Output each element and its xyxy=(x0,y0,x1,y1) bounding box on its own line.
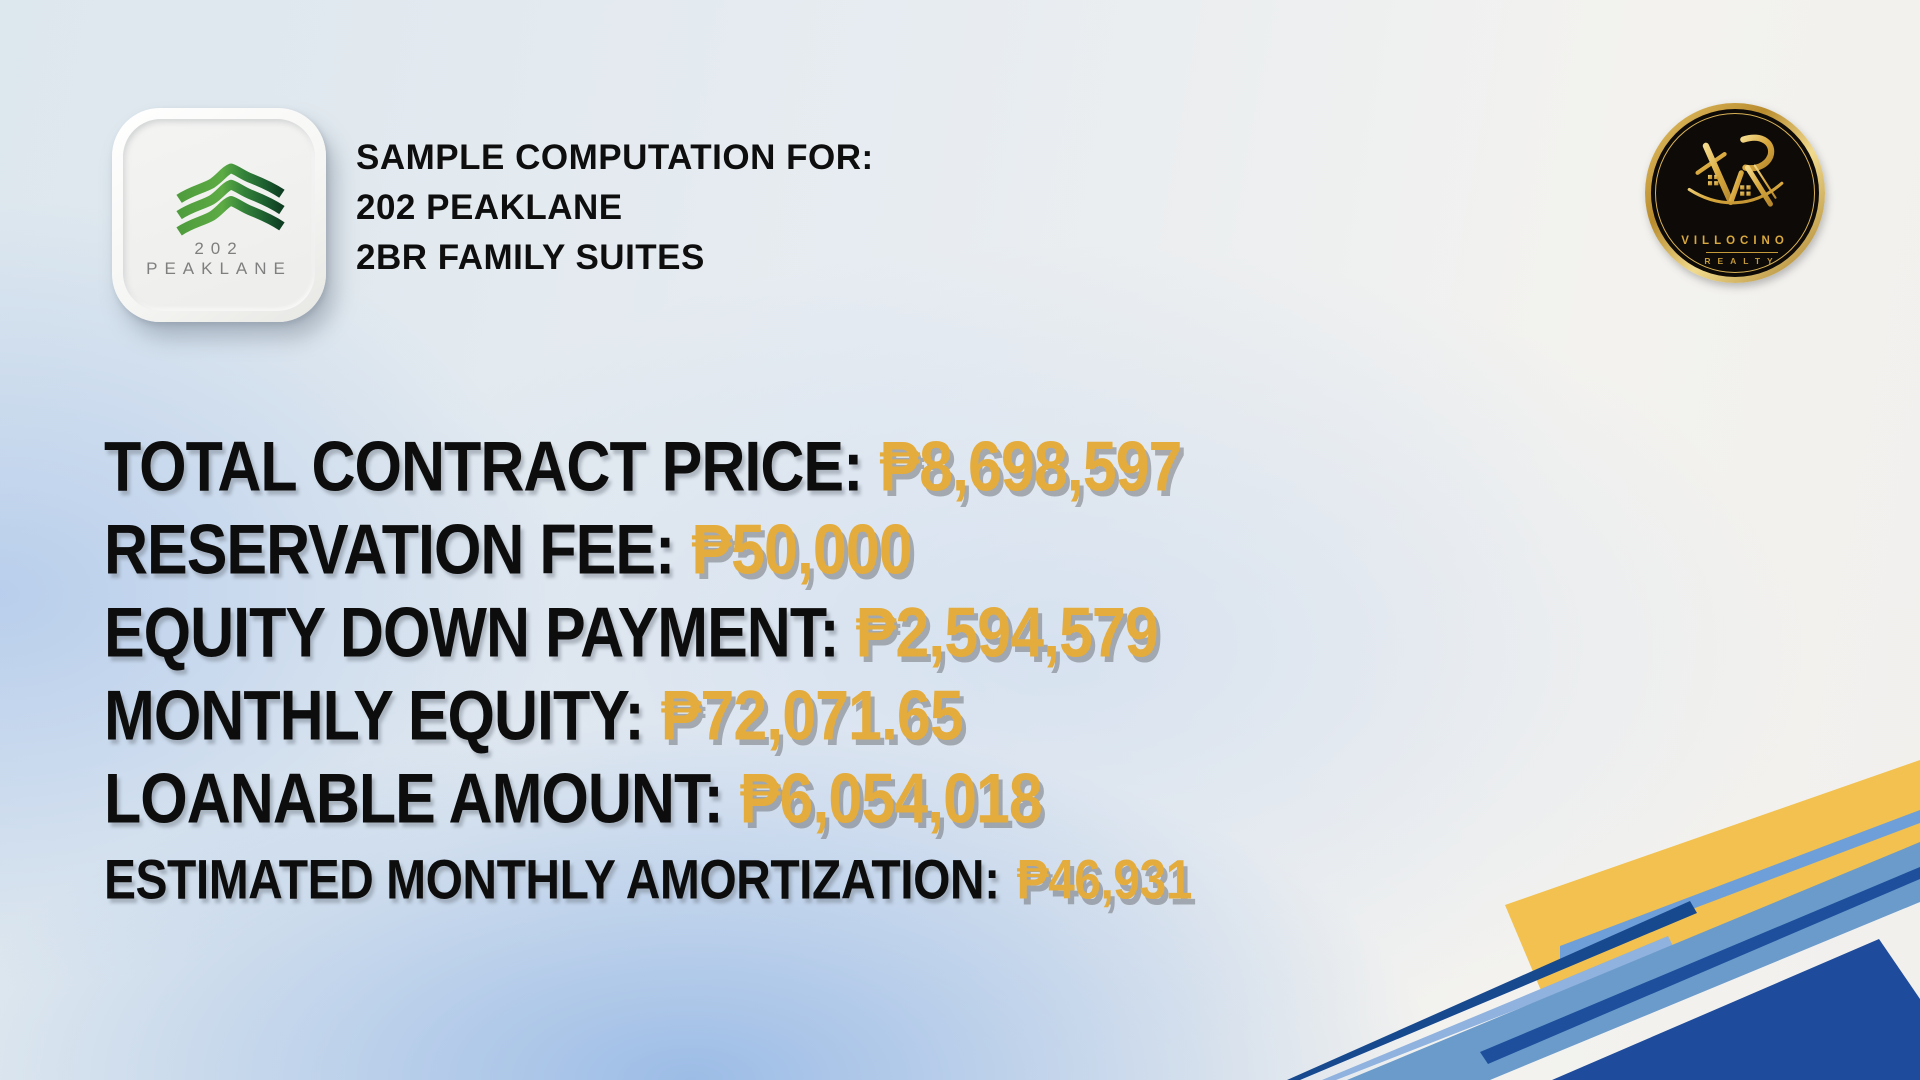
row-reservation-fee: RESERVATION FEE: ₱50,000 xyxy=(104,500,1604,596)
peaklane-logo-panel: 202 PEAKLANE xyxy=(123,119,315,311)
villocino-logo-disc: VILLOCINO REALTY xyxy=(1651,109,1819,277)
row-label: ESTIMATED MONTHLY AMORTIZATION: xyxy=(104,849,1000,912)
row-monthly-equity: MONTHLY EQUITY: ₱72,071.65 xyxy=(104,666,1604,762)
row-value: ₱46,931 xyxy=(1016,849,1193,912)
row-label: LOANABLE AMOUNT: xyxy=(104,758,724,837)
row-estimated-monthly-amortization: ESTIMATED MONTHLY AMORTIZATION: ₱46,931 xyxy=(104,832,1604,928)
steel-blue-band-shape xyxy=(1347,842,1920,1080)
row-total-contract-price: TOTAL CONTRACT PRICE: ₱8,698,597 xyxy=(104,417,1604,513)
villocino-inner-ring xyxy=(1655,113,1815,273)
row-label: RESERVATION FEE: xyxy=(104,509,675,588)
row-label: MONTHLY EQUITY: xyxy=(104,675,645,754)
row-equity-down-payment: EQUITY DOWN PAYMENT: ₱2,594,579 xyxy=(104,583,1604,679)
row-value: ₱2,594,579 xyxy=(855,592,1159,671)
row-value: ₱6,054,018 xyxy=(739,758,1043,837)
villocino-realty-logo: VILLOCINO REALTY xyxy=(1645,103,1825,283)
header-line-unit-type: 2BR FAMILY SUITES xyxy=(356,238,705,277)
villocino-logo-name: VILLOCINO xyxy=(1681,235,1789,247)
navy-long-line-shape xyxy=(1287,901,1697,1080)
peaklane-mountain-waves-icon xyxy=(176,163,285,236)
big-navy-triangle-shape xyxy=(1552,939,1920,1080)
row-value: ₱72,071.65 xyxy=(660,675,964,754)
villocino-logo-subtitle: REALTY xyxy=(1704,256,1780,266)
row-loanable-amount: LOANABLE AMOUNT: ₱6,054,018 xyxy=(104,749,1604,845)
row-label: TOTAL CONTRACT PRICE: xyxy=(104,426,863,505)
header-line-sample-computation: SAMPLE COMPUTATION FOR: xyxy=(356,138,874,177)
header-line-project-name: 202 PEAKLANE xyxy=(356,188,623,227)
vr-monogram-icon xyxy=(1687,134,1784,207)
navy-line-in-band-shape xyxy=(1480,867,1920,1064)
computation-list: TOTAL CONTRACT PRICE: ₱8,698,597 RESERVA… xyxy=(104,424,1604,922)
peaklane-logo-label: 202 PEAKLANE xyxy=(146,239,292,278)
header-text-block: SAMPLE COMPUTATION FOR: 202 PEAKLANE 2BR… xyxy=(356,133,874,283)
row-value: ₱8,698,597 xyxy=(879,426,1182,505)
row-label: EQUITY DOWN PAYMENT: xyxy=(104,592,840,671)
villocino-logo-divider xyxy=(1706,252,1778,253)
peaklane-logo-badge: 202 PEAKLANE xyxy=(112,108,326,322)
row-value: ₱50,000 xyxy=(691,509,912,588)
light-blue-thin-line-shape xyxy=(1322,936,1674,1080)
